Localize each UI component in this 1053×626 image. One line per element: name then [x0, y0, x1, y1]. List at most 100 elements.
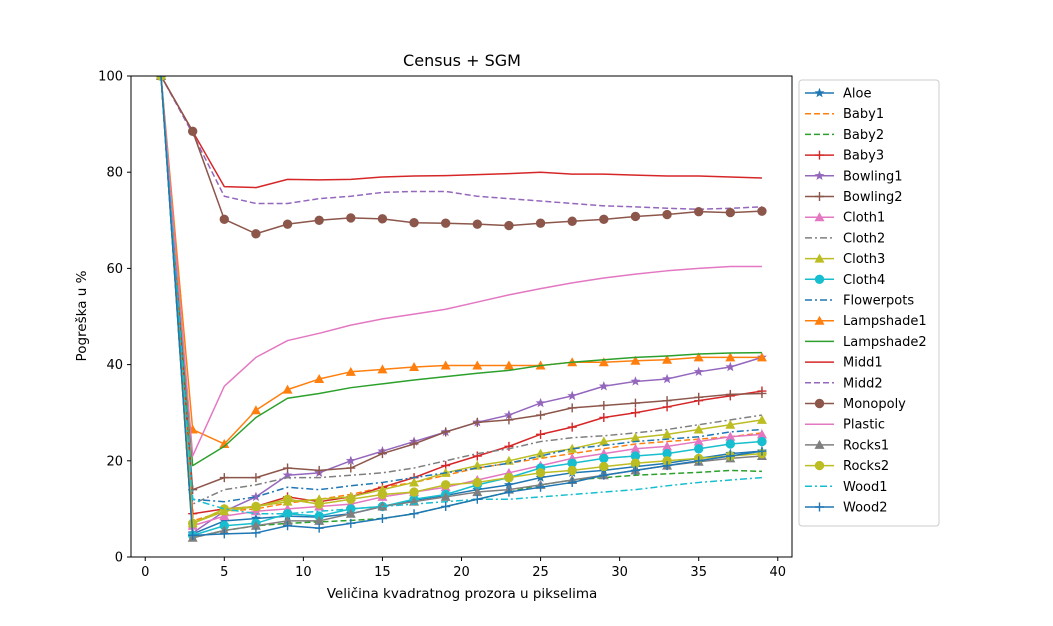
legend-label: Midd2	[843, 376, 883, 391]
data-point	[599, 470, 609, 480]
series-midd2	[160, 76, 762, 210]
data-point	[725, 431, 736, 441]
legend-entry-cloth1: Cloth1	[805, 211, 885, 226]
legend-label: Cloth1	[843, 211, 885, 226]
data-point	[346, 463, 356, 473]
legend-marker	[815, 192, 824, 201]
series-lampshade1	[156, 76, 767, 448]
series-monopoly	[156, 76, 767, 239]
series-midd1	[160, 76, 762, 189]
legend-label: Bowling1	[843, 169, 903, 184]
data-point	[440, 360, 451, 370]
data-point	[504, 472, 514, 483]
legend-entry-cloth4: Cloth4	[805, 273, 885, 288]
data-point	[282, 494, 293, 504]
data-point	[219, 473, 229, 483]
data-point	[377, 449, 387, 459]
series-line	[160, 76, 763, 537]
data-point	[693, 366, 704, 377]
data-point	[599, 400, 609, 410]
x-axis-label: Veličina kvadratnog prozora u pikselima	[327, 586, 598, 602]
y-tick-label: 0	[115, 551, 123, 566]
data-point	[630, 408, 640, 418]
data-point	[377, 489, 388, 500]
x-tick-label: 0	[141, 565, 149, 580]
series-baby1	[160, 76, 763, 522]
data-point	[725, 207, 736, 218]
y-tick-label: 60	[106, 262, 123, 277]
data-point	[377, 514, 387, 524]
data-point	[219, 438, 230, 448]
data-point	[472, 487, 483, 497]
y-tick-label: 20	[106, 454, 123, 469]
data-point	[409, 477, 420, 487]
data-point	[630, 443, 641, 453]
data-point	[756, 429, 767, 439]
series-line	[160, 76, 762, 491]
data-point	[694, 456, 704, 466]
legend-label: Monopoly	[843, 397, 906, 412]
legend-marker	[814, 87, 825, 98]
legend-marker	[814, 170, 825, 181]
data-point	[693, 352, 704, 362]
y-tick-label: 80	[106, 166, 123, 181]
data-point	[757, 206, 767, 216]
data-point	[567, 477, 577, 487]
legend-marker	[814, 398, 825, 409]
legend-marker	[814, 253, 825, 263]
legend-label: Lampshade1	[843, 314, 927, 329]
data-point	[472, 360, 483, 370]
data-point	[567, 216, 577, 226]
data-point	[535, 397, 546, 408]
data-point	[662, 461, 672, 471]
data-point	[536, 482, 546, 492]
data-point	[188, 530, 198, 540]
data-point	[630, 465, 640, 475]
data-point	[630, 376, 641, 386]
y-axis: 0 20 40 60 80 100	[98, 70, 131, 566]
data-point	[377, 364, 388, 374]
legend-entry-rocks1: Rocks1	[805, 438, 889, 453]
data-point	[251, 501, 261, 512]
data-point	[757, 388, 767, 398]
data-point	[504, 415, 514, 425]
legend-entry-lampshade2: Lampshade2	[805, 335, 927, 350]
legend-label: Lampshade2	[843, 335, 927, 350]
data-point	[756, 352, 767, 362]
x-tick-label: 40	[769, 565, 786, 580]
data-point	[503, 360, 514, 370]
legend-label: Flowerpots	[843, 294, 914, 309]
data-point	[662, 209, 672, 220]
data-point	[283, 463, 293, 473]
series-line	[160, 76, 763, 503]
legend-entry-aloe: Aloe	[805, 87, 871, 102]
data-point	[536, 410, 546, 420]
data-point	[757, 446, 767, 456]
data-point	[725, 419, 736, 429]
series-line	[160, 76, 763, 505]
data-point	[504, 220, 514, 231]
data-point	[282, 515, 293, 525]
data-point	[282, 470, 293, 480]
y-tick-label: 100	[98, 70, 123, 85]
legend-entry-midd2: Midd2	[805, 376, 883, 391]
legend-entry-lampshade1: Lampshade1	[805, 314, 927, 329]
legend-label: Aloe	[843, 87, 871, 102]
data-point	[662, 441, 673, 451]
legend-label: Cloth3	[843, 252, 885, 267]
data-point	[503, 455, 514, 465]
series-cloth2	[160, 76, 763, 505]
data-point	[598, 381, 609, 391]
series-wood1	[160, 76, 763, 515]
data-point	[409, 509, 419, 519]
legend-entry-baby1: Baby1	[805, 107, 884, 122]
series-line	[160, 76, 763, 525]
data-point	[251, 528, 261, 538]
data-point	[283, 521, 293, 531]
data-point	[630, 211, 641, 222]
data-point	[694, 444, 704, 454]
data-point	[599, 453, 609, 464]
series-line	[160, 76, 763, 515]
data-point	[314, 499, 324, 509]
legend-entry-wood1: Wood1	[805, 480, 888, 495]
